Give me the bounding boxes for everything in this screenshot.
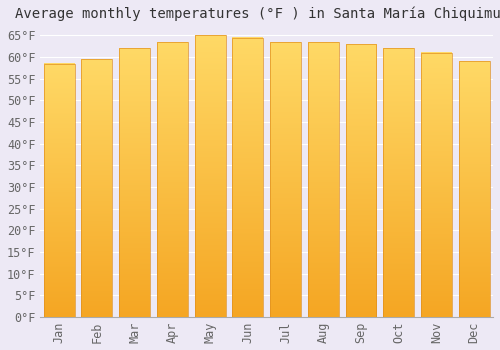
Bar [194,35,226,317]
Bar [346,44,376,317]
Bar [157,42,188,317]
Bar [270,42,301,317]
Bar [458,61,490,317]
Bar [384,48,414,317]
Bar [119,48,150,317]
Title: Average monthly temperatures (°F ) in Santa María Chiquimula: Average monthly temperatures (°F ) in Sa… [16,7,500,21]
Bar [232,37,264,317]
Bar [82,59,112,317]
Bar [421,53,452,317]
Bar [308,42,338,317]
Bar [44,64,74,317]
